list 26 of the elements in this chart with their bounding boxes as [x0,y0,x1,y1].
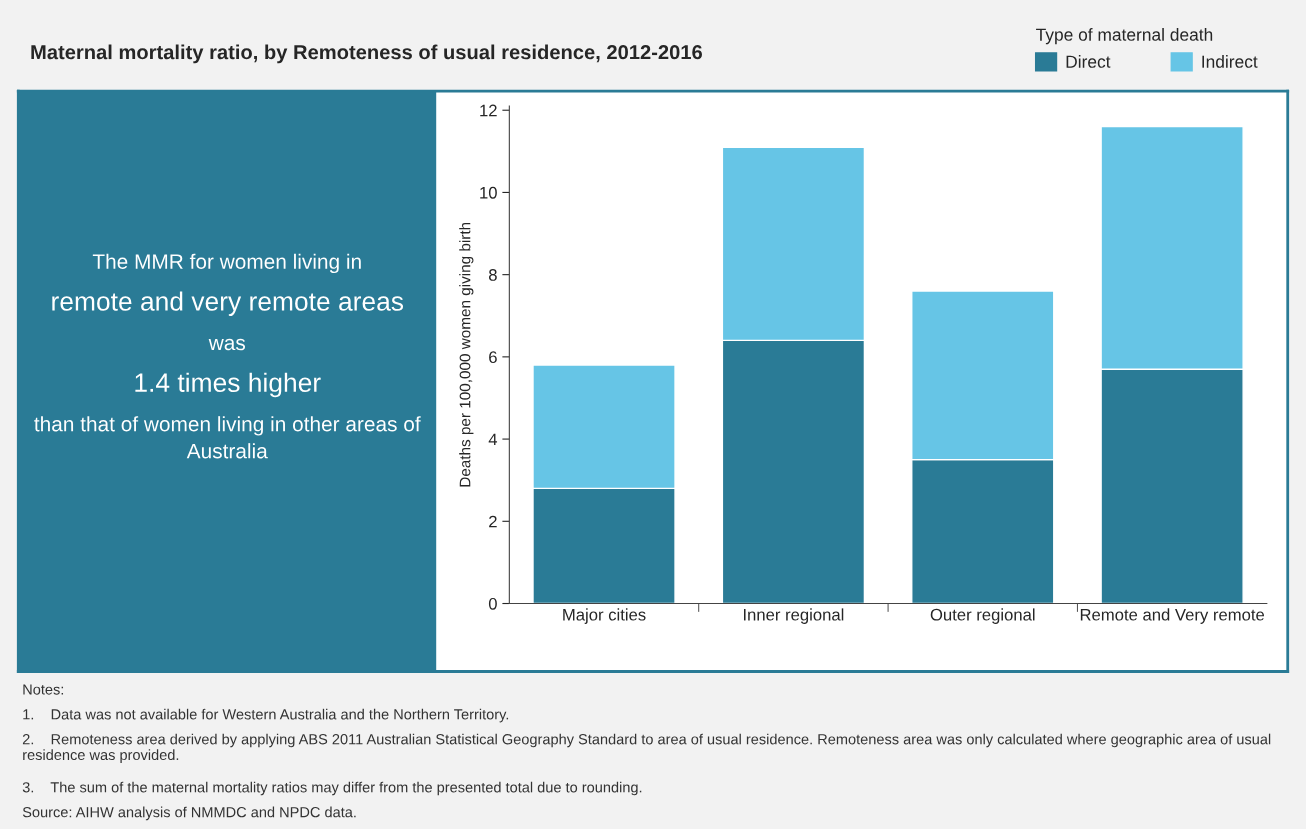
y-tick-label: 10 [480,186,497,199]
chart-title: Maternal mortality ratio, by Remoteness of usual residence, 2012-2016 [31,44,702,64]
x-tick-label: Outer regional [930,608,1035,624]
text: 1. Data was not available for Western Australia and the Northern Territory. [23,708,509,723]
y-tick-label: 12 [480,104,497,117]
x-tick-label: Major cities [563,608,646,624]
text: was [208,338,246,351]
text: 3. The sum of the maternal mortality ratios may differ from the presented total due to rounding. [22,781,642,796]
y-axis-title: Deaths per 100,000 women giving birth [459,222,474,487]
x-tick-label: Remote and Very remote [1080,608,1265,624]
legend-label: Indirect [1202,55,1258,68]
text: than that of women living in other areas of Australia [34,416,421,459]
text: Notes: [23,684,64,695]
y-tick-label: 0 [488,597,497,610]
legend-label: Direct [1066,55,1111,68]
y-tick-label: 4 [488,433,498,446]
source-note: Source: AIHW analysis of NMMDC and NPDC data. [22,806,356,821]
y-tick-label: 2 [489,515,497,528]
text: The MMR for women living in [92,253,361,274]
text: remote and very remote areas [52,291,404,316]
y-tick-label: 6 [489,351,497,364]
y-tick-label: 8 [488,269,497,281]
text: 2. Remoteness area derived by applying ABS 2011 Australian Statistical Geography Standard to area of usual residence. Remoteness area was only calculated where geographic area of usual residence was provided. [22,733,1271,763]
legend-title: Type of maternal death [1036,28,1213,45]
x-tick-label: Inner regional [743,608,844,624]
text: 1.4 times higher [135,372,321,398]
